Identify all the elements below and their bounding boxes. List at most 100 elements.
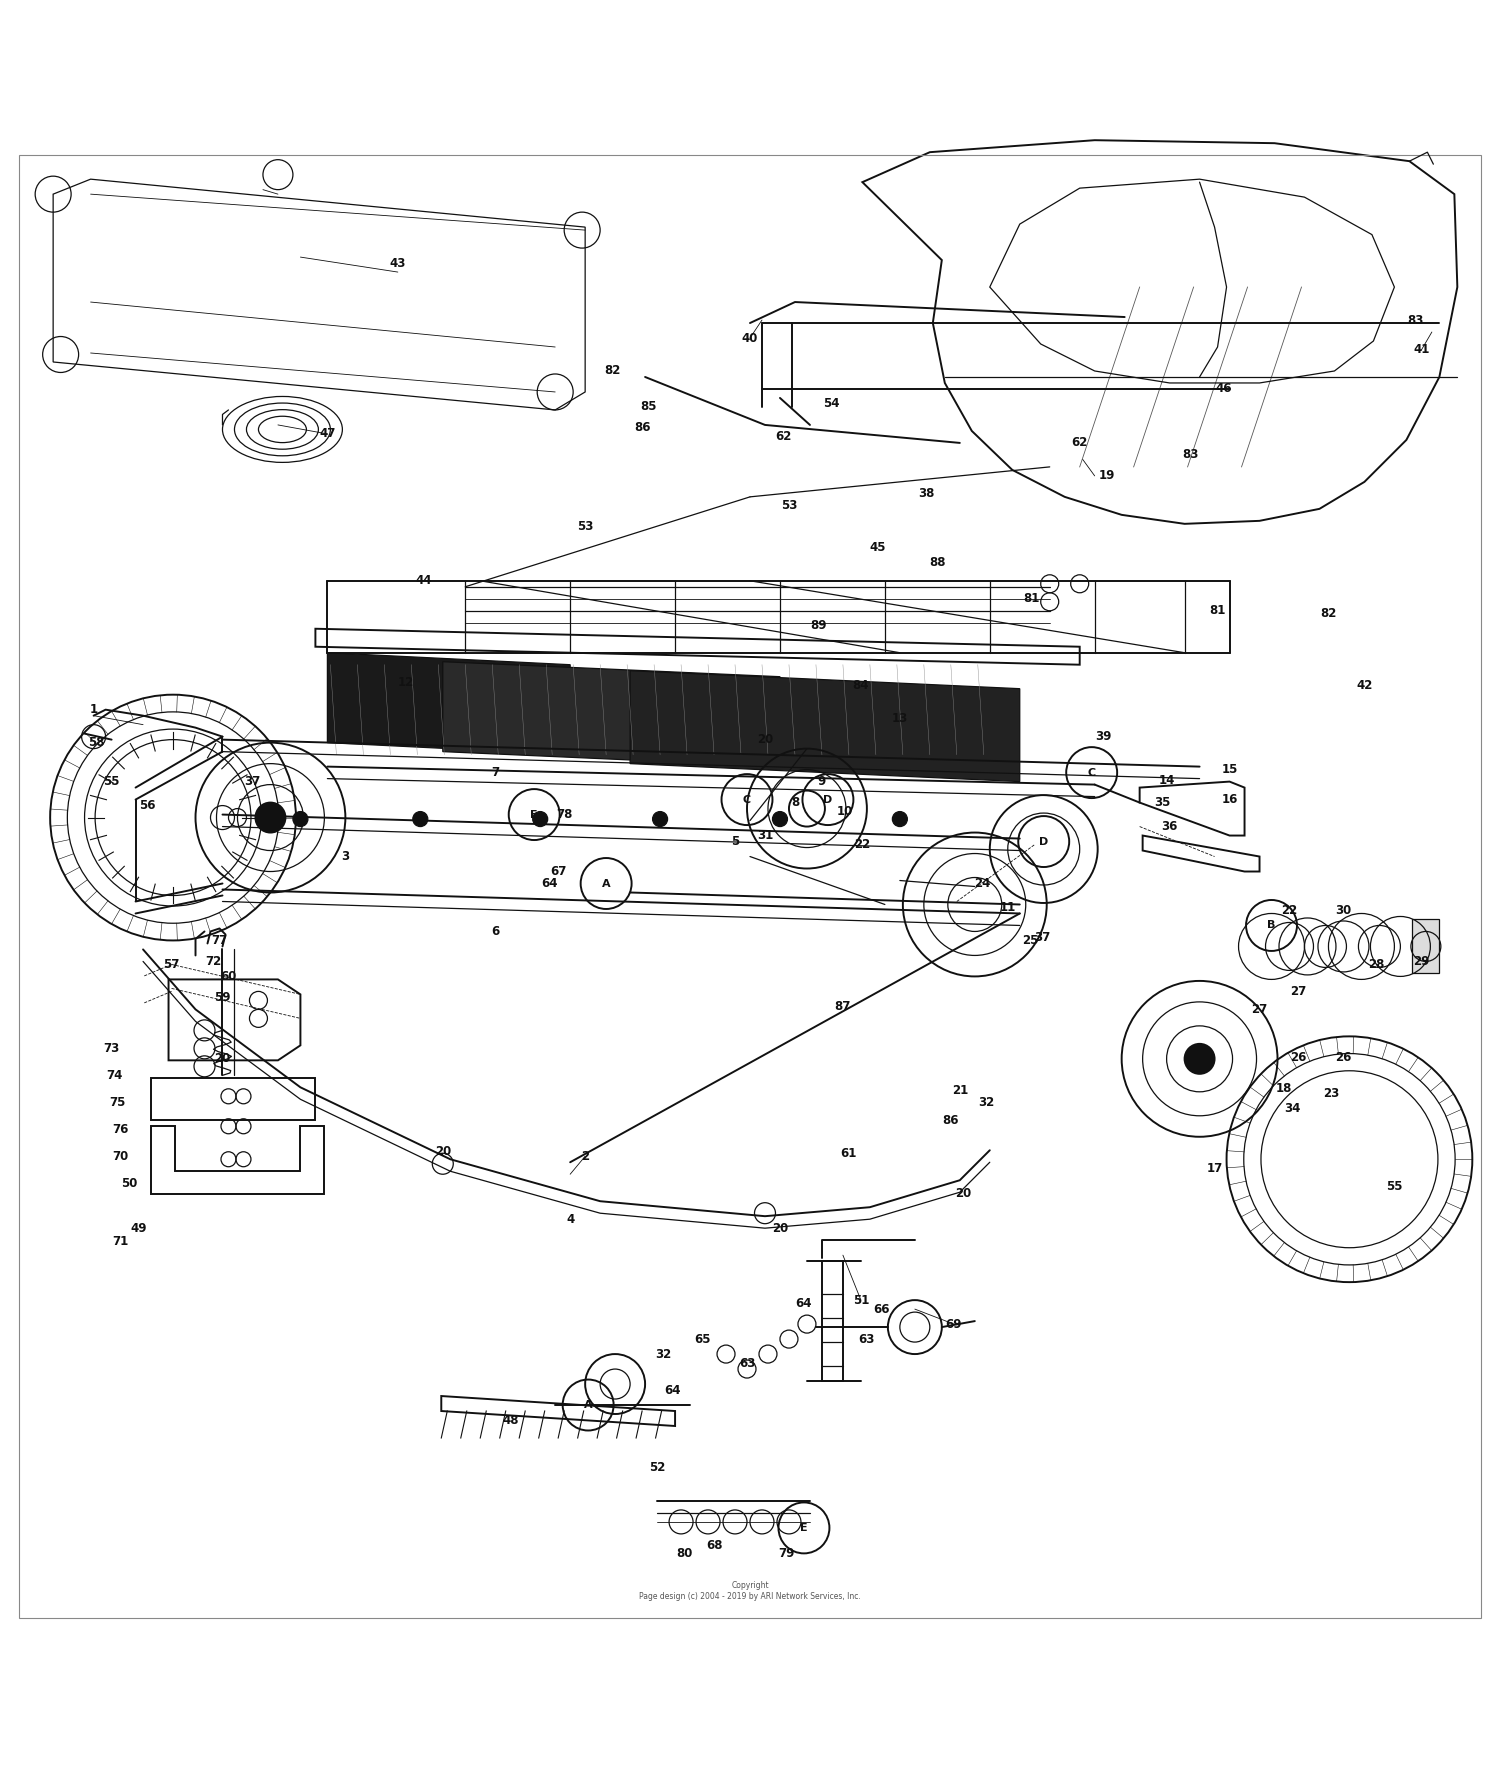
Text: 60: 60 — [220, 970, 237, 982]
Text: 19: 19 — [1098, 470, 1114, 482]
Text: 8: 8 — [790, 796, 800, 808]
Text: 34: 34 — [1284, 1101, 1300, 1115]
Circle shape — [652, 812, 668, 826]
Text: 62: 62 — [776, 431, 790, 443]
Text: 27: 27 — [1251, 1004, 1268, 1016]
Text: 17: 17 — [1206, 1161, 1222, 1175]
Text: 74: 74 — [106, 1069, 123, 1082]
Text: C: C — [742, 794, 752, 805]
Text: D: D — [824, 794, 833, 805]
Text: 37: 37 — [244, 775, 261, 787]
Text: 20: 20 — [954, 1188, 970, 1200]
Text: 61: 61 — [840, 1147, 856, 1160]
Text: 32: 32 — [978, 1096, 994, 1108]
Circle shape — [892, 812, 908, 826]
Text: 87: 87 — [834, 1000, 850, 1012]
Text: 41: 41 — [1413, 344, 1430, 356]
Text: 27: 27 — [1290, 986, 1306, 998]
Circle shape — [1185, 1044, 1215, 1074]
Text: 66: 66 — [873, 1303, 889, 1316]
Text: 85: 85 — [640, 401, 657, 413]
Text: 64: 64 — [664, 1383, 681, 1397]
Circle shape — [292, 812, 308, 826]
Text: 1: 1 — [90, 704, 98, 716]
Text: 9: 9 — [818, 775, 827, 787]
Text: 82: 82 — [1320, 608, 1336, 621]
Text: B: B — [1268, 920, 1275, 931]
Text: 63: 63 — [858, 1333, 874, 1346]
Text: 28: 28 — [1368, 957, 1384, 972]
Text: 73: 73 — [104, 1043, 120, 1055]
Text: 54: 54 — [822, 397, 839, 410]
Text: 31: 31 — [758, 830, 772, 842]
Circle shape — [772, 812, 788, 826]
Text: 47: 47 — [320, 427, 336, 440]
Text: 5: 5 — [730, 835, 740, 847]
Text: 84: 84 — [852, 679, 868, 691]
Text: 38: 38 — [918, 488, 934, 500]
Text: 21: 21 — [951, 1083, 968, 1097]
Polygon shape — [442, 661, 780, 766]
Polygon shape — [630, 670, 1020, 782]
Text: 68: 68 — [706, 1539, 723, 1553]
Text: E: E — [531, 810, 538, 819]
Text: 35: 35 — [1154, 796, 1170, 808]
Text: 83: 83 — [1182, 449, 1198, 461]
Circle shape — [532, 812, 548, 826]
Text: 36: 36 — [1161, 821, 1178, 833]
Text: 78: 78 — [556, 808, 573, 821]
Text: 62: 62 — [1071, 436, 1088, 449]
Text: 15: 15 — [1221, 762, 1238, 777]
Text: 86: 86 — [942, 1113, 958, 1128]
Text: 30: 30 — [1335, 904, 1352, 917]
Text: 11: 11 — [999, 901, 1016, 913]
Text: 37: 37 — [1034, 931, 1050, 943]
Text: 4: 4 — [566, 1213, 574, 1225]
Text: 25: 25 — [1022, 934, 1038, 947]
Text: E: E — [800, 1523, 808, 1534]
Text: 51: 51 — [852, 1294, 868, 1307]
Text: C: C — [1088, 768, 1095, 778]
Circle shape — [413, 812, 428, 826]
Text: 81: 81 — [1209, 605, 1225, 617]
Text: 64: 64 — [542, 878, 558, 890]
Text: 10: 10 — [837, 805, 852, 817]
Text: 3: 3 — [342, 849, 350, 863]
Text: 82: 82 — [604, 365, 621, 378]
Text: 55: 55 — [104, 775, 120, 787]
Text: 22: 22 — [855, 839, 870, 851]
Text: 24: 24 — [974, 878, 990, 890]
Text: 76: 76 — [112, 1122, 129, 1136]
Text: 53: 53 — [578, 519, 594, 534]
Text: D: D — [1040, 837, 1048, 846]
Polygon shape — [327, 652, 570, 755]
Text: 63: 63 — [740, 1356, 754, 1369]
Text: 6: 6 — [490, 926, 500, 938]
Text: 53: 53 — [782, 500, 796, 512]
Text: 80: 80 — [676, 1546, 692, 1560]
Text: 42: 42 — [1356, 679, 1372, 691]
Text: 39: 39 — [1095, 730, 1112, 743]
Text: 29: 29 — [1413, 956, 1430, 968]
Text: 70: 70 — [112, 1149, 129, 1163]
Text: 32: 32 — [656, 1347, 670, 1360]
Polygon shape — [1413, 920, 1440, 973]
Text: 83: 83 — [1407, 314, 1424, 326]
Text: 69: 69 — [945, 1317, 962, 1330]
Text: 13: 13 — [891, 713, 908, 725]
Text: 12: 12 — [398, 676, 414, 690]
Text: 20: 20 — [435, 1145, 451, 1158]
Text: 14: 14 — [1158, 773, 1174, 787]
Text: 45: 45 — [868, 541, 885, 555]
Text: A: A — [584, 1401, 592, 1410]
Text: 89: 89 — [810, 619, 826, 633]
Text: 86: 86 — [634, 422, 651, 434]
Text: 57: 57 — [164, 957, 180, 972]
Text: 44: 44 — [416, 574, 432, 587]
Text: 40: 40 — [742, 332, 758, 344]
Text: 50: 50 — [122, 1177, 138, 1190]
Text: 81: 81 — [1023, 592, 1040, 605]
Text: 46: 46 — [1215, 383, 1231, 395]
Text: 49: 49 — [130, 1222, 147, 1234]
Text: 7: 7 — [490, 766, 500, 778]
